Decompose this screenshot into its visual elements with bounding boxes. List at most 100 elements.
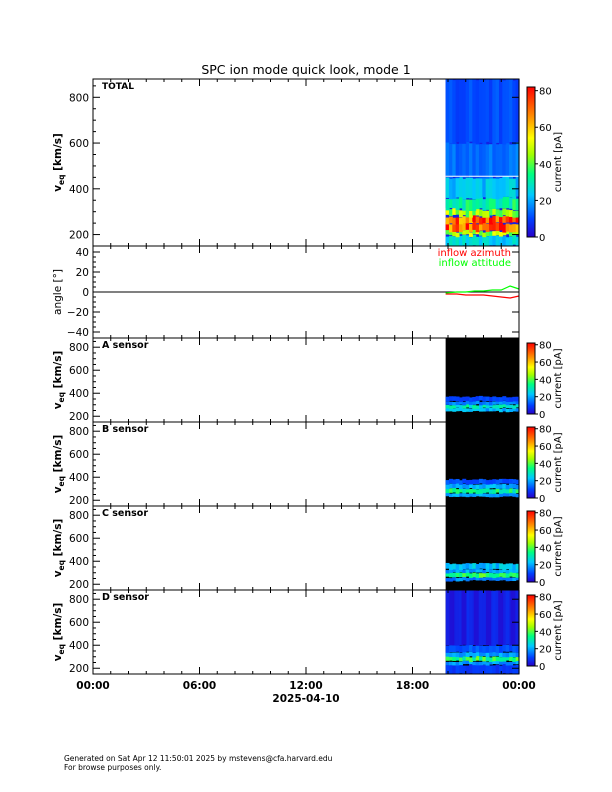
heatmap-cell — [472, 563, 477, 569]
heatmap-cell — [502, 644, 507, 652]
heatmap-cell — [515, 656, 520, 661]
heatmap-cell — [495, 563, 500, 569]
heatmap-cell — [445, 396, 450, 402]
heatmap-cell — [482, 488, 487, 493]
heatmap-cell — [465, 493, 470, 498]
heatmap-cell — [498, 569, 503, 573]
heatmap-cell — [475, 178, 480, 199]
colorbar-tick-label: 0 — [539, 662, 545, 673]
heatmap-cell — [515, 590, 520, 646]
heatmap-cell — [458, 480, 463, 485]
heatmap-cell — [445, 570, 450, 574]
heatmap-cell — [452, 563, 457, 570]
x-date-label: 2025-04-10 — [272, 693, 339, 705]
heatmap-cell — [455, 655, 460, 661]
heatmap-cell — [495, 215, 500, 223]
heatmap-cell — [498, 478, 503, 484]
heatmap-cell — [448, 396, 453, 401]
heatmap-cell — [478, 562, 483, 569]
heatmap-band-7 — [445, 141, 520, 179]
heatmap-cell — [498, 79, 503, 145]
heatmap-cell — [462, 572, 467, 578]
y-tick-label: 200 — [69, 495, 89, 507]
heatmap-cell — [452, 396, 457, 401]
heatmap-cell — [512, 577, 517, 582]
heatmap-cell — [475, 479, 480, 485]
heatmap-cell — [502, 652, 507, 658]
heatmap-cell — [508, 400, 513, 405]
heatmap-cell — [505, 209, 510, 217]
heatmap-cell — [465, 563, 470, 569]
heatmap-band-6 — [445, 175, 520, 200]
heatmap-cell — [462, 656, 467, 661]
heatmap-cell — [488, 563, 493, 570]
heatmap-cell — [512, 564, 517, 571]
colorbar — [526, 510, 536, 583]
heatmap-cell — [458, 590, 463, 646]
heatmap-cell — [452, 568, 457, 573]
heatmap-cell — [472, 664, 477, 674]
heatmap-cell — [445, 492, 450, 497]
heatmap-cell — [448, 79, 453, 144]
heatmap-cell — [495, 487, 500, 493]
heatmap-cell — [488, 407, 493, 412]
heatmap-cell — [515, 479, 520, 485]
heatmap-cell — [512, 407, 517, 412]
heatmap-cell — [502, 400, 507, 405]
heatmap-cell — [452, 404, 457, 409]
heatmap-cell — [458, 656, 463, 662]
heatmap-cell — [445, 401, 450, 405]
heatmap-cell — [495, 209, 500, 217]
heatmap-cell — [465, 79, 470, 142]
heatmap-cell — [458, 405, 463, 409]
heatmap-cell — [458, 661, 463, 666]
heatmap-cell — [468, 573, 473, 578]
heatmap-cell — [465, 484, 470, 490]
heatmap-cell — [468, 408, 473, 412]
heatmap-cell — [482, 199, 487, 211]
heatmap-cell — [505, 573, 510, 578]
colorbar-label: current [pA] — [553, 432, 564, 492]
heatmap-cell — [488, 402, 493, 406]
heatmap-cell — [468, 143, 473, 178]
heatmap-cell — [502, 80, 507, 145]
heatmap-cell — [495, 493, 500, 498]
heatmap-cell — [472, 178, 477, 200]
heatmap-cell — [492, 401, 497, 405]
heatmap-cell — [465, 177, 470, 199]
heatmap-cell — [462, 235, 467, 246]
heatmap-cell — [455, 572, 460, 578]
heatmap-cell — [452, 483, 457, 489]
x-tick-label: 06:00 — [183, 680, 216, 692]
heatmap-cell — [472, 488, 477, 493]
heatmap-cell — [498, 231, 503, 237]
heatmap-cell — [458, 493, 463, 497]
heatmap-cell — [488, 652, 493, 657]
heatmap-cell — [502, 656, 507, 662]
heatmap-cell — [515, 660, 520, 665]
heatmap-cell — [445, 404, 450, 409]
heatmap-cell — [468, 397, 473, 403]
heatmap-cell — [458, 572, 463, 578]
heatmap-cell — [485, 480, 490, 485]
heatmap-cell — [515, 142, 520, 177]
heatmap-cell — [498, 210, 503, 218]
y-tick-label: 400 — [69, 556, 89, 568]
heatmap-cell — [495, 407, 500, 411]
colorbar-tick-label: 20 — [539, 393, 552, 404]
heatmap-cell — [485, 177, 490, 199]
heatmap-cell — [492, 665, 497, 674]
heatmap-cell — [455, 564, 460, 570]
heatmap-cell — [455, 407, 460, 412]
heatmap-cell — [448, 664, 453, 674]
heatmap-cell — [478, 489, 483, 494]
y-tick-label: 200 — [69, 663, 89, 675]
heatmap-cell — [505, 229, 510, 235]
heatmap-cell — [452, 236, 457, 246]
heatmap-cell — [462, 405, 467, 409]
heatmap-cell — [455, 493, 460, 497]
heatmap-cell — [502, 660, 507, 665]
heatmap-cell — [462, 660, 467, 665]
heatmap-cell — [502, 664, 507, 674]
